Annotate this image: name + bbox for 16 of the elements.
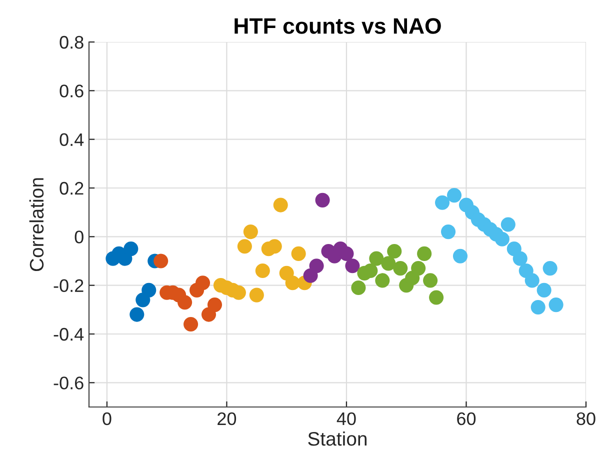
chart-title: HTF counts vs NAO — [234, 18, 441, 34]
x-tick-label: 60 — [457, 412, 476, 426]
y-tick-label: 0 — [74, 230, 84, 244]
y-tick-label: -0.4 — [54, 328, 84, 341]
x-tick-label: 20 — [218, 412, 236, 426]
y-axis-title: Correlation — [29, 178, 44, 272]
y-tick-label: 0.6 — [60, 84, 84, 98]
y-tick-label: -0.6 — [54, 376, 84, 390]
x-tick-label: 40 — [336, 412, 356, 426]
x-axis-title: Station — [308, 431, 367, 446]
y-tick-label: -0.2 — [54, 279, 84, 292]
x-tick-label: 0 — [102, 412, 112, 426]
y-tick-label: 0.2 — [60, 182, 84, 195]
y-tick-label: 0.8 — [60, 36, 84, 49]
y-tick-label: 0.4 — [60, 133, 84, 146]
x-tick-label: 80 — [576, 412, 596, 426]
